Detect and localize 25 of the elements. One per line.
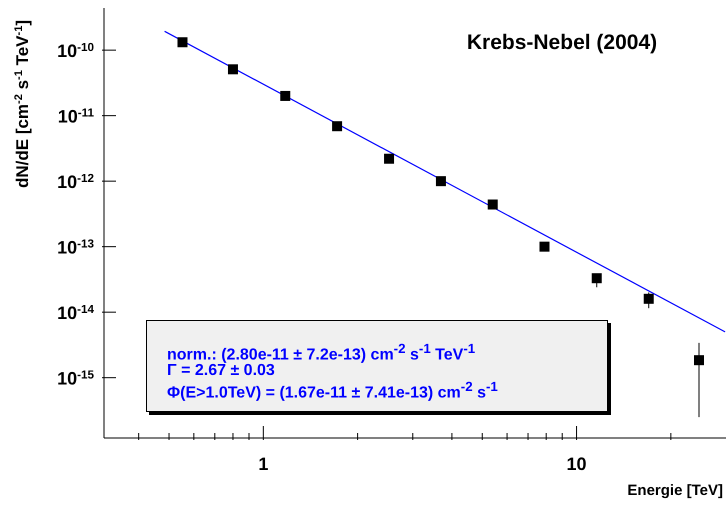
y-tick-label: 10$^{-14}$ bbox=[57, 302, 94, 324]
point bbox=[332, 121, 342, 132]
y-tick-label: 10$^{-10}$ bbox=[57, 40, 94, 62]
y-tick-label: 10$^{-11}$ bbox=[58, 106, 94, 127]
point bbox=[177, 37, 188, 48]
point bbox=[436, 176, 446, 186]
y-tick-label: 10$^{-13}$ bbox=[57, 237, 94, 258]
point bbox=[694, 355, 704, 366]
y-tick-label: 10$^{-15}$ bbox=[57, 368, 94, 389]
point bbox=[228, 64, 238, 74]
annotation: Γ = 2.67 ± 0.03 bbox=[167, 362, 275, 380]
y-tick-label: 10$^{-12}$ bbox=[57, 172, 94, 192]
text: Krebs-Nebel (2004) bbox=[466, 31, 658, 54]
point bbox=[488, 200, 498, 210]
point bbox=[644, 294, 654, 304]
text-box: norm.: (2.80e-11 ± 7.2e-13) cm$^{-2}$ s$^{-1}$ TeV$^{-1}$ Γ = 2.67 ± 0.03 Φ(E>1.0TeV) = (1.67e-11 ± 7.41e-13) cm$^{-2}$ s$^{-1}$ bbox=[146, 320, 608, 412]
point bbox=[280, 90, 290, 101]
annotation: norm.: (2.80e-11 ± 7.2e-13) cm$^{-2}$ s$^{-1}$ TeV$^{-1}$ bbox=[167, 341, 476, 364]
point bbox=[592, 273, 602, 284]
point bbox=[539, 242, 550, 252]
x-tick-label: 1 bbox=[258, 454, 268, 474]
x-axis-title: Energie [TeV] bbox=[627, 482, 723, 499]
x-tick-label: 10 bbox=[566, 454, 587, 474]
annotation: Φ(E>1.0TeV) = (1.67e-11 ± 7.41e-13) cm$^{-2}$ s$^{-1}$ bbox=[167, 379, 499, 402]
point bbox=[384, 154, 394, 164]
